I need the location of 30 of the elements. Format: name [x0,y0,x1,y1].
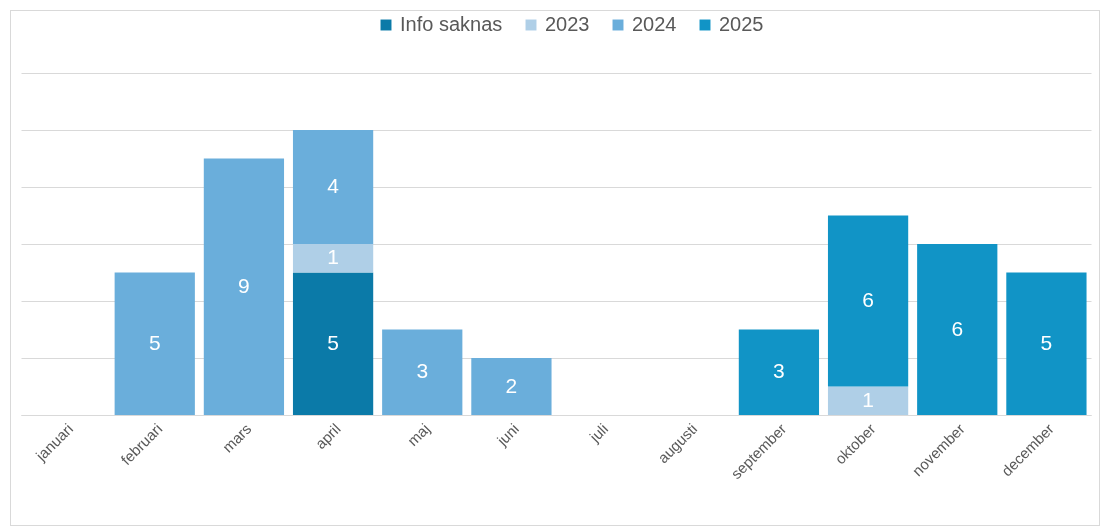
x-tick-label: maj [403,420,433,450]
data-label: 6 [951,316,964,340]
data-label: 5 [1040,330,1053,354]
data-label: 3 [416,359,429,383]
bar [471,358,552,415]
data-label: 9 [238,273,250,297]
data-label: 5 [148,330,161,354]
bar [292,244,374,273]
data-label: 2 [505,373,518,397]
bar [1006,272,1087,415]
legend-label: 2025 [719,13,764,35]
bar [382,329,463,415]
data-label: 6 [862,288,874,311]
legend-label: 2024 [632,13,677,35]
legend-label: 2023 [545,13,590,35]
bar [917,244,998,415]
x-tick-label: juli [585,420,612,446]
bar [292,272,374,415]
data-label: 3 [773,359,785,383]
bar [203,158,285,415]
bar [827,386,909,415]
data-label: 5 [327,330,339,354]
bar [827,215,909,387]
data-label: 1 [862,387,874,411]
bar [292,130,374,244]
bar [738,329,820,415]
legend-label: Info saknas [400,13,503,35]
data-label: 4 [327,174,340,197]
data-label: 1 [327,245,339,269]
bar [114,272,195,415]
